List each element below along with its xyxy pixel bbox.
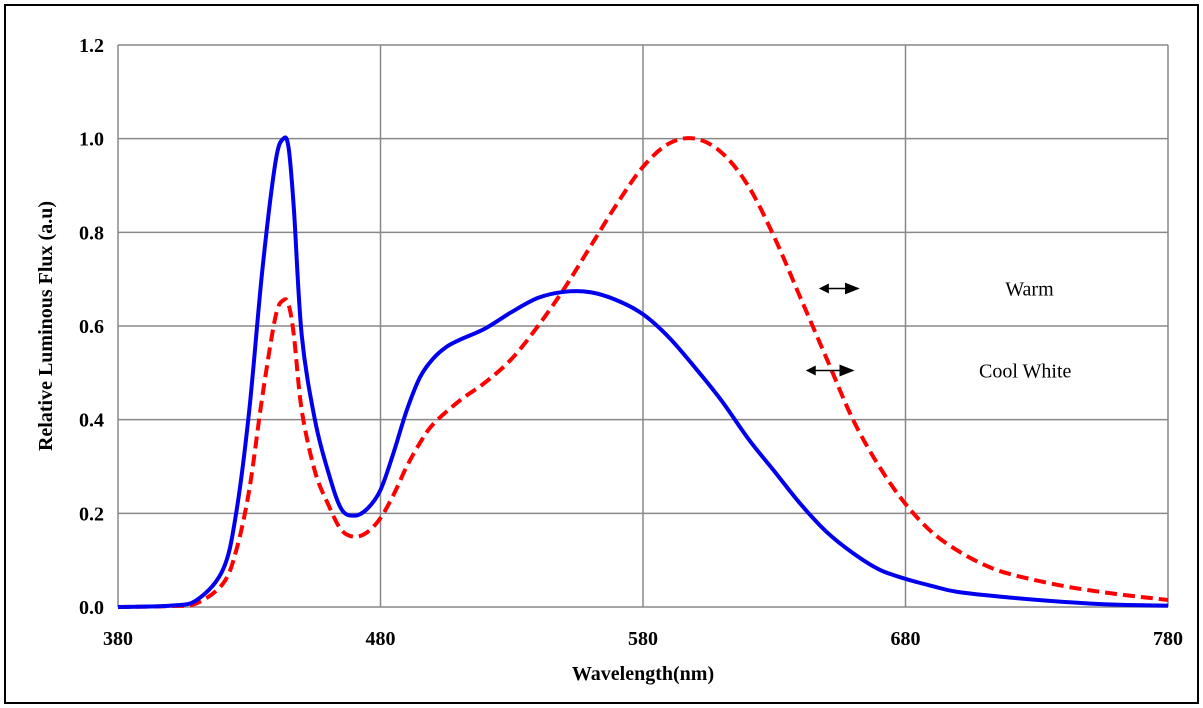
- chart-frame: [4, 4, 1199, 704]
- grid-lines: [118, 44, 1169, 607]
- x-tick-label: 580: [628, 628, 658, 650]
- y-tick-label: 1.0: [79, 129, 104, 151]
- axes: [117, 45, 1168, 608]
- annotation-label-warm: Warm: [1005, 279, 1054, 301]
- annotations: Warm Cool White: [805, 274, 1078, 387]
- annotation-backdrop: [973, 356, 1078, 387]
- y-tick-label: 0.8: [79, 222, 104, 244]
- annotation-backdrop: [999, 274, 1061, 305]
- y-tick-label: 0.6: [79, 316, 104, 338]
- y-tick-label: 1.2: [79, 35, 104, 57]
- series-line-cool-white: [117, 135, 1169, 609]
- tick-labels: 0.0 0.2 0.4 0.6 0.8 1.0 1.2 380 480 580 680 780: [79, 35, 1183, 650]
- annotation-arrow-head: [805, 365, 816, 376]
- x-axis-label: Wavelength(nm): [572, 663, 714, 685]
- annotation-arrow-head: [818, 283, 829, 294]
- x-tick-label: 380: [103, 628, 133, 650]
- y-tick-label: 0.4: [79, 410, 104, 432]
- annotation-label-cool-white: Cool White: [979, 361, 1072, 383]
- x-tick-label: 680: [891, 628, 921, 650]
- series-line-warm: [117, 136, 1169, 609]
- y-axis-label: Relative Luminous Flux (a.u): [35, 201, 57, 451]
- y-tick-label: 0.2: [79, 503, 104, 525]
- x-tick-label: 780: [1153, 628, 1183, 650]
- x-tick-label: 480: [366, 628, 396, 650]
- y-tick-label: 0.0: [79, 597, 104, 619]
- series-layer: [117, 135, 1169, 609]
